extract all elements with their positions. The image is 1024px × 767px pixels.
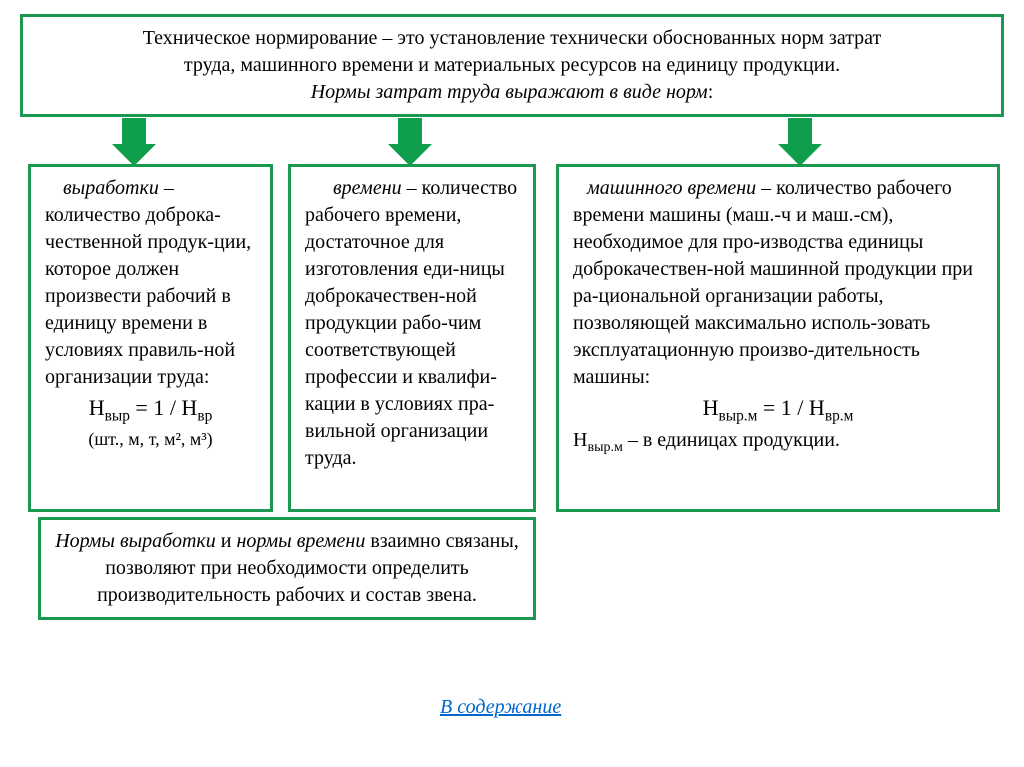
box1-term: выработки: [63, 177, 159, 199]
box3-term: машинного времени: [587, 177, 756, 199]
box4-part2: нормы времени: [236, 530, 365, 552]
header-line3: Нормы затрат труда выражают в виде норм: [311, 81, 708, 103]
contents-link-text: В содержание: [440, 696, 561, 718]
box1-body: – количество доброка-чественной продук-ц…: [45, 177, 251, 388]
box3-formula: Нвыр.м = 1 / Нвр.м: [573, 393, 983, 427]
contents-link[interactable]: В содержание: [440, 696, 561, 719]
box4-part1: Нормы выработки: [55, 530, 216, 552]
box1-formula: Нвыр = 1 / Нвр: [45, 393, 256, 427]
box-mashinnogo-vremeni: машинного времени – количество рабочего …: [556, 164, 1000, 512]
box1-units: (шт., м, т, м², м³): [45, 427, 256, 451]
header-definition-box: Техническое нормирование – это установле…: [20, 14, 1004, 117]
box-vyrabotki: выработки – количество доброка-чественно…: [28, 164, 273, 512]
box3-body: – количество рабочего времени машины (ма…: [573, 177, 973, 388]
header-line3-suffix: :: [708, 81, 714, 103]
box2-body: – количество рабочего времени, достаточн…: [305, 177, 517, 469]
box4-mid: и: [216, 530, 237, 552]
box-vremeni: времени – количество рабочего времени, д…: [288, 164, 536, 512]
header-line2: труда, машинного времени и материальных …: [184, 54, 840, 76]
box-summary: Нормы выработки и нормы времени взаимно …: [38, 517, 536, 620]
header-line1: Техническое нормирование – это установле…: [143, 27, 882, 49]
box3-note: Нвыр.м – в единицах продукции.: [573, 427, 983, 458]
box2-term: времени: [333, 177, 402, 199]
